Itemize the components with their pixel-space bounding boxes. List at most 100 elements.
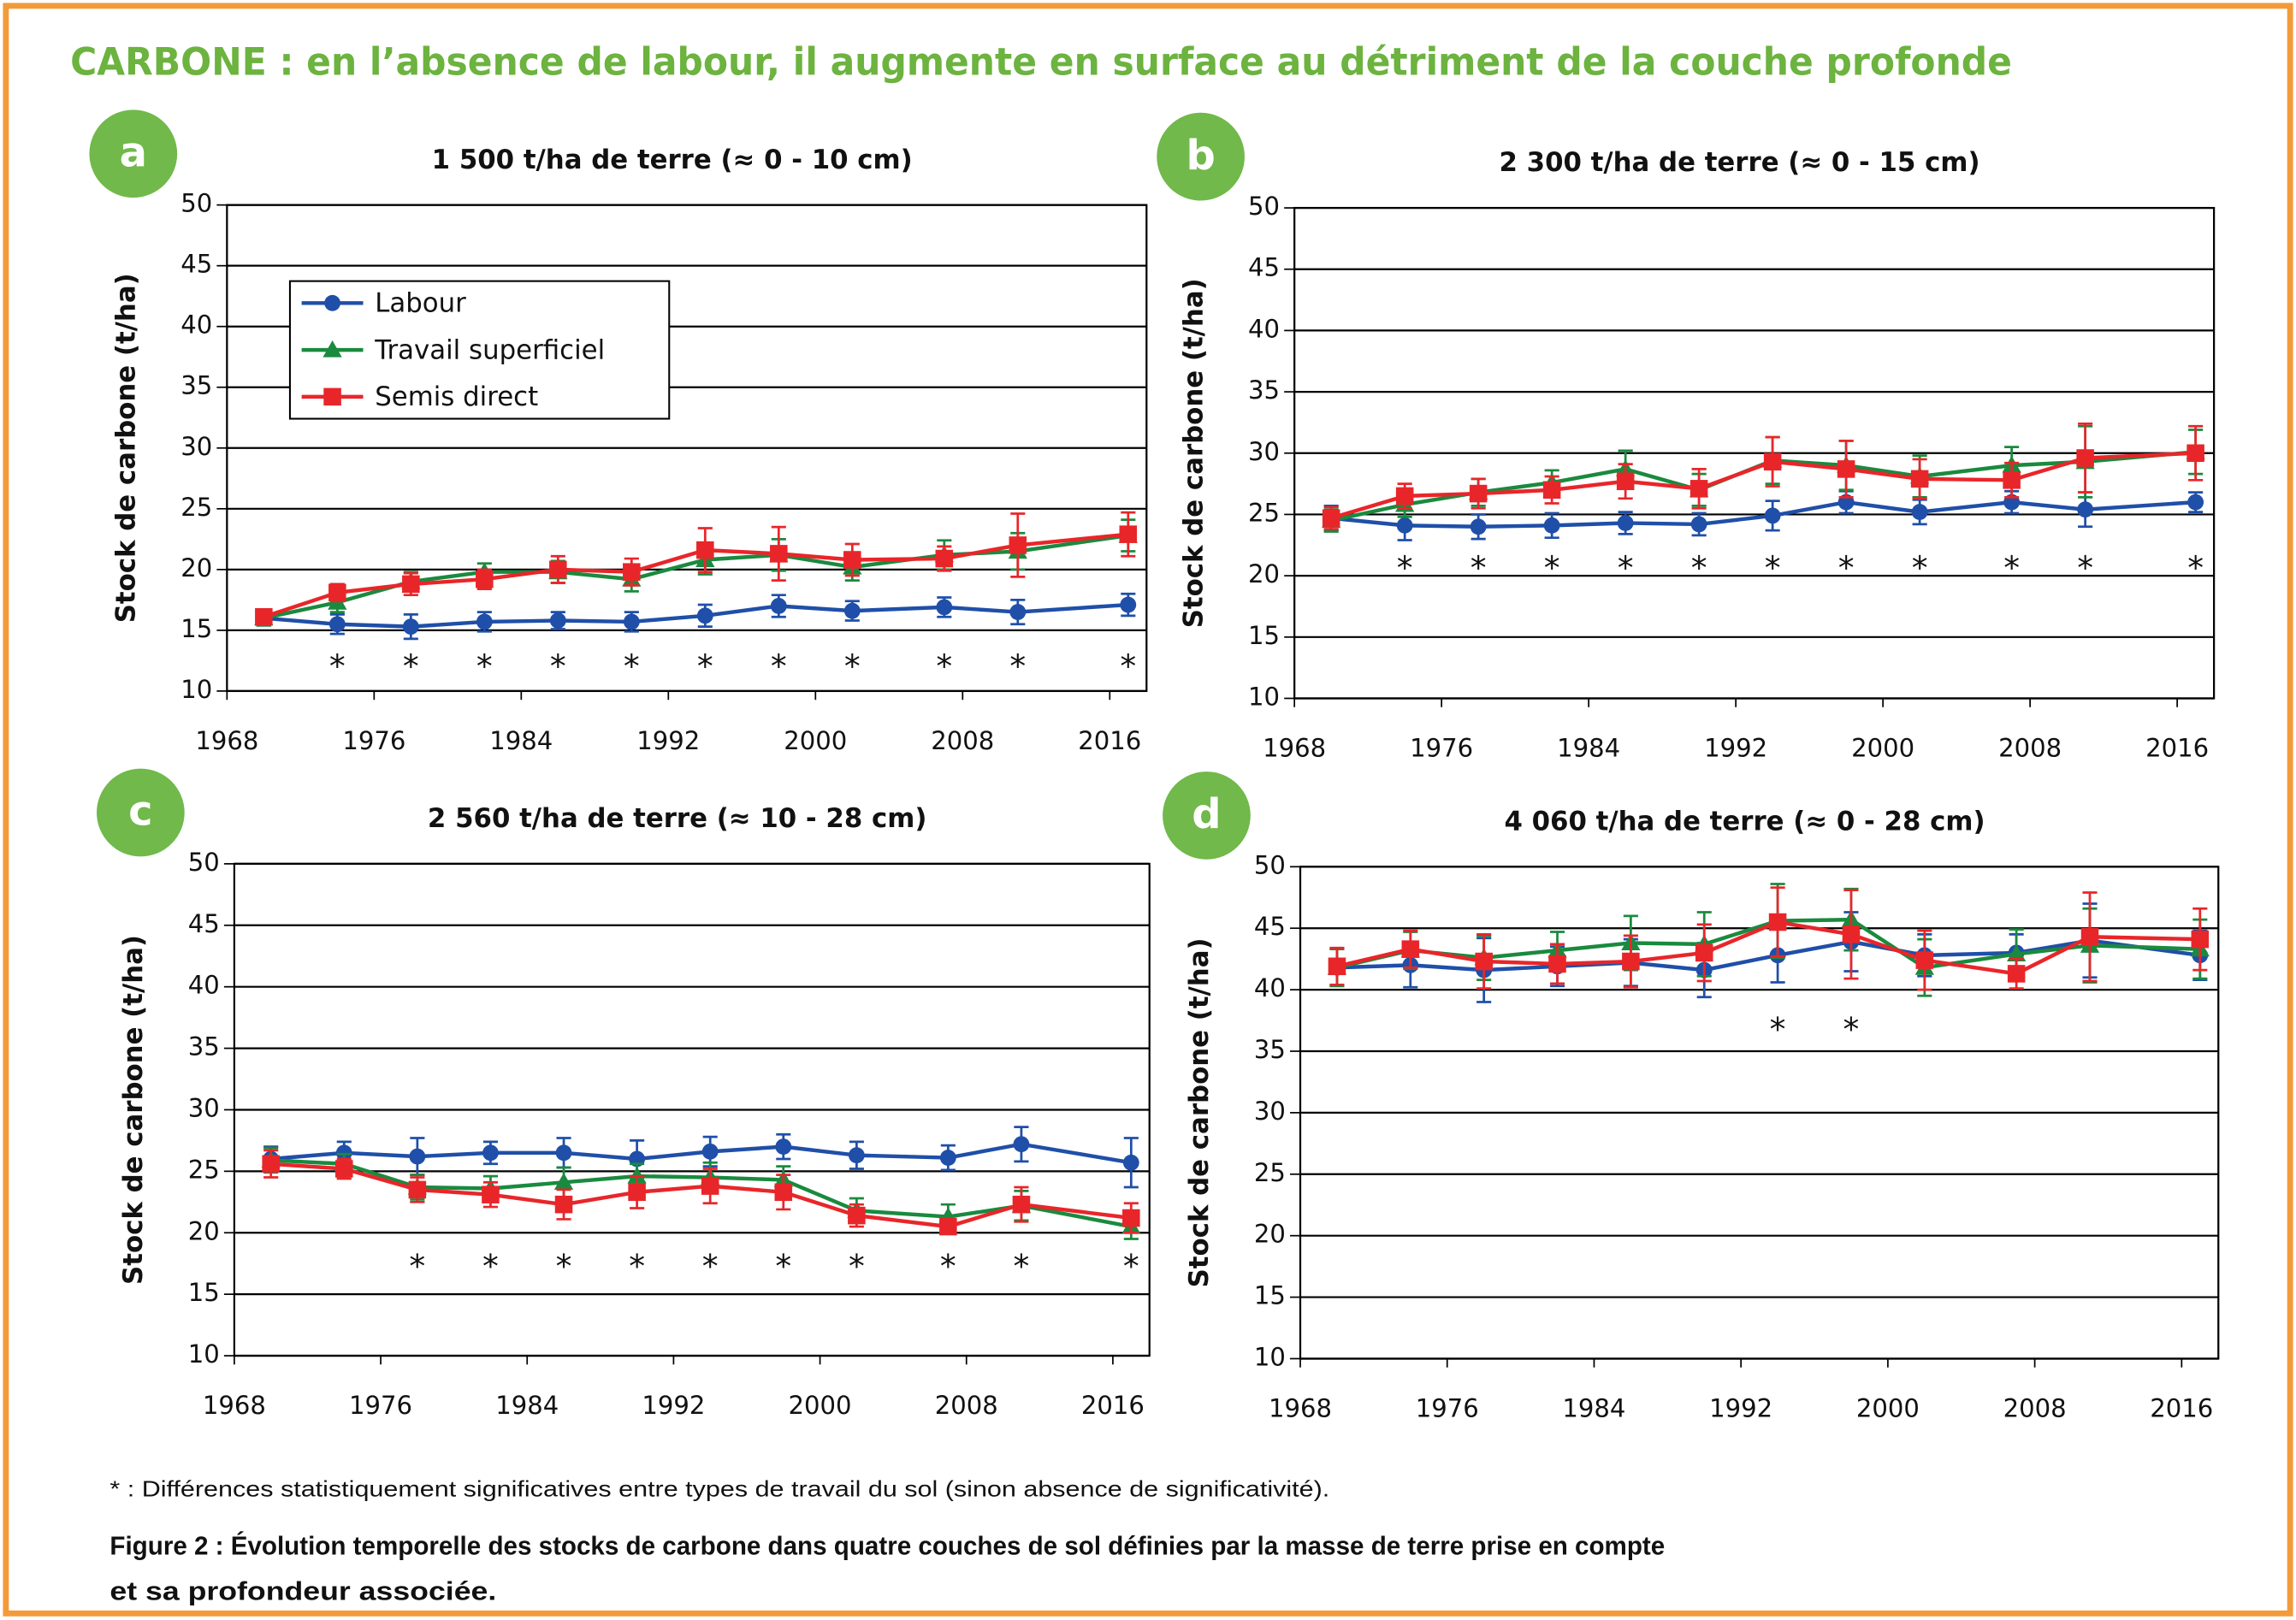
- y-tick-label: 30: [1254, 1097, 1286, 1126]
- y-tick-label: 50: [180, 189, 212, 218]
- significance-marker: *: [1838, 548, 1855, 586]
- point: [482, 1185, 500, 1203]
- point: [402, 618, 419, 636]
- panel-badge: [1157, 112, 1245, 201]
- point: [1543, 517, 1560, 534]
- panel: 10 15 20 25 30 35 40 45 50 1968 1976 1984 1992 2000 20…: [89, 109, 1148, 755]
- point: [774, 1183, 793, 1202]
- point: [1915, 951, 1934, 969]
- point: [549, 560, 567, 579]
- significance-marker: *: [624, 647, 640, 685]
- x-tick-label: 1984: [1562, 1393, 1625, 1422]
- point: [328, 583, 346, 602]
- y-tick-label: 40: [188, 971, 220, 1000]
- point: [1122, 1209, 1140, 1227]
- point: [939, 1217, 957, 1236]
- point: [1395, 487, 1414, 506]
- main-title: CARBONE : en l’absence de labour, il aug…: [70, 40, 2012, 84]
- point: [1013, 1136, 1030, 1153]
- significance-marker: *: [2003, 548, 2020, 586]
- x-tick-label: 1992: [636, 726, 700, 755]
- point: [2191, 930, 2210, 949]
- point: [1120, 596, 1137, 613]
- legend-label: Labour: [375, 288, 466, 319]
- x-tick-label: 2000: [1851, 733, 1914, 762]
- series-line: [1330, 500, 2196, 529]
- y-tick-label: 15: [188, 1278, 220, 1307]
- point: [335, 1144, 352, 1162]
- point: [935, 549, 954, 568]
- x-tick-label: 1968: [195, 726, 258, 755]
- frame: [3, 3, 2293, 1617]
- point: [1475, 952, 1493, 971]
- y-tick-label: 10: [1254, 1342, 1286, 1371]
- point: [1616, 472, 1635, 491]
- panel-badge: [96, 768, 185, 857]
- legend-marker: [323, 340, 342, 358]
- x-tick-label: 1992: [1709, 1393, 1772, 1422]
- y-tick-label: 45: [188, 909, 220, 938]
- point: [936, 599, 953, 616]
- point: [335, 1160, 353, 1178]
- x-tick-label: 1968: [203, 1391, 266, 1420]
- x-tick-label: 2016: [2145, 733, 2209, 762]
- point: [2187, 494, 2204, 511]
- significance-marker: *: [1471, 548, 1487, 586]
- x-tick-label: 1976: [342, 726, 405, 755]
- significance-marker: *: [849, 1247, 865, 1285]
- point: [775, 1138, 792, 1156]
- y-axis-label: Stock de carbone (t/ha): [118, 935, 149, 1285]
- panel: 10 15 20 25 30 35 40 45 50 1968 1976 1984 1992 2000 20…: [96, 768, 1151, 1420]
- point: [482, 1144, 499, 1162]
- y-tick-label: 25: [1248, 498, 1280, 527]
- y-tick-label: 45: [180, 250, 212, 279]
- x-tick-label: 2000: [789, 1391, 852, 1420]
- legend-label: Travail superficiel: [374, 334, 605, 365]
- point: [1542, 481, 1561, 500]
- y-tick-label: 10: [1248, 682, 1280, 711]
- point: [2007, 965, 2026, 983]
- x-tick-label: 2016: [2150, 1393, 2213, 1422]
- point: [1328, 957, 1346, 976]
- significance-marker: *: [1770, 1010, 1786, 1048]
- significance-marker: *: [1123, 1247, 1139, 1285]
- series-line: [263, 602, 1128, 629]
- point: [628, 1183, 646, 1202]
- point: [408, 1180, 427, 1199]
- significance-marker: *: [1765, 548, 1781, 586]
- significance-marker: *: [1009, 647, 1026, 685]
- panel-label: c: [128, 789, 152, 836]
- significance-marker: *: [403, 647, 419, 685]
- point: [1009, 536, 1027, 554]
- y-tick-label: 10: [188, 1339, 220, 1369]
- point: [476, 613, 493, 630]
- y-tick-label: 45: [1254, 912, 1286, 941]
- y-tick-label: 50: [188, 848, 220, 877]
- panel: 10 15 20 25 30 35 40 45 50 1968 1976 1984 1992 2000 20…: [1163, 772, 2220, 1422]
- significance-marker: *: [936, 647, 952, 685]
- x-tick-label: 2016: [1081, 1391, 1145, 1420]
- point: [623, 563, 641, 581]
- point: [1622, 952, 1640, 971]
- significance-marker: *: [1544, 548, 1560, 586]
- significance-marker: *: [409, 1247, 425, 1285]
- significance-marker: *: [2077, 548, 2093, 586]
- chart-title: 4 060 t/ha de terre (≈ 0 - 28 cm): [1504, 806, 1985, 837]
- y-axis-label: Stock de carbone (t/ha): [110, 273, 141, 623]
- x-tick-label: 1976: [1416, 1393, 1479, 1422]
- point: [696, 541, 714, 559]
- significance-marker: *: [1397, 548, 1413, 586]
- x-tick-label: 2000: [784, 726, 847, 755]
- x-tick-label: 1984: [1557, 733, 1620, 762]
- point: [1470, 518, 1487, 535]
- point: [623, 613, 640, 630]
- point: [1842, 925, 1861, 943]
- point: [701, 1143, 719, 1160]
- point: [255, 607, 273, 626]
- significance-marker: *: [1014, 1247, 1030, 1285]
- x-tick-label: 2008: [931, 726, 994, 755]
- point: [554, 1195, 573, 1214]
- panel-label: a: [120, 129, 147, 176]
- significance-marker: *: [1912, 548, 1928, 586]
- significance-marker: *: [476, 647, 493, 685]
